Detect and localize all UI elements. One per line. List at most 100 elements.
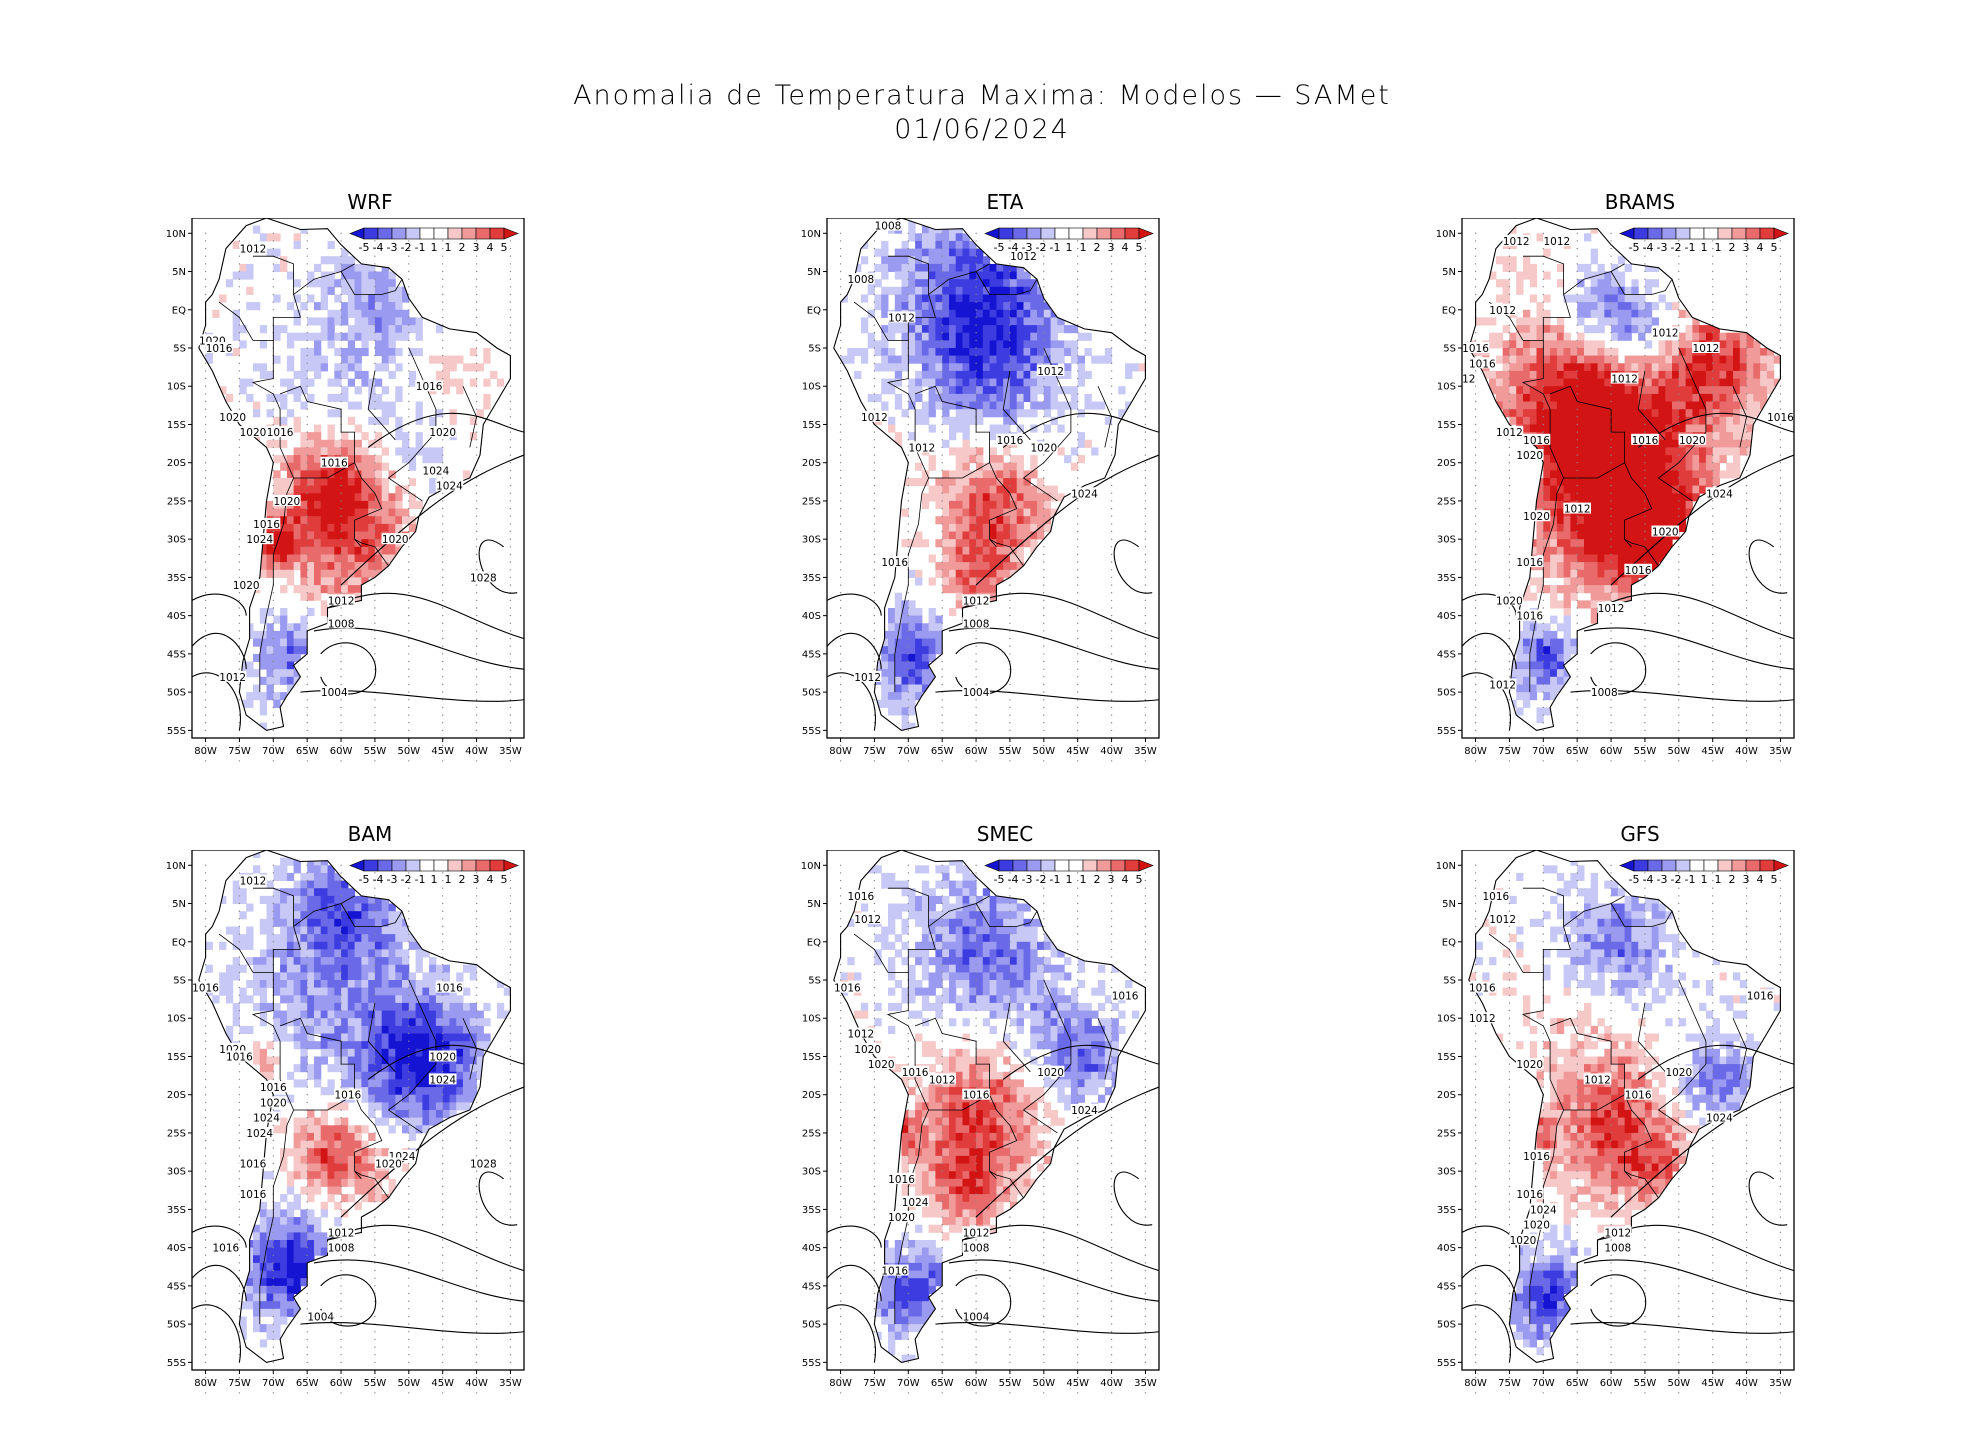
- colorbar-tick-label: 1: [431, 241, 438, 254]
- lon-tick-label: 75W: [1498, 746, 1521, 757]
- colorbar-tick-label: -4: [373, 873, 384, 886]
- isobar-label: 1008: [962, 617, 990, 630]
- lon-tick-label: 65W: [931, 746, 954, 757]
- svg-text:1020: 1020: [219, 412, 246, 424]
- svg-text:1012: 1012: [219, 672, 246, 684]
- isobar-label: 1012: [847, 1027, 875, 1041]
- isobar-label: 1020: [232, 579, 261, 592]
- isobar-label: 1024: [1705, 487, 1734, 500]
- isobar-label: 1012: [1468, 1012, 1497, 1025]
- lat-tick-label: 25S: [1437, 1128, 1456, 1139]
- colorbar-tick-label: -2: [1671, 241, 1682, 254]
- isobar-label: 1012: [1495, 426, 1524, 439]
- isobar-label: 12: [1461, 372, 1477, 386]
- isobar-label: 1012: [1651, 326, 1680, 340]
- lat-tick-label: 10N: [801, 229, 821, 240]
- svg-text:1012: 1012: [1037, 366, 1064, 378]
- lat-tick-label: 25S: [1437, 496, 1456, 507]
- svg-text:1020: 1020: [240, 427, 267, 439]
- isobar-label: 1008: [962, 1241, 990, 1255]
- lon-tick-label: 70W: [262, 746, 285, 757]
- lon-tick-label: 70W: [1532, 746, 1555, 757]
- colorbar-tick-label: 1: [1080, 241, 1087, 254]
- lon-tick-label: 45W: [1701, 746, 1724, 757]
- isobar-label: 1012: [1488, 912, 1517, 926]
- lon-tick-label: 50W: [398, 1378, 421, 1389]
- colorbar-tick-label: -3: [387, 241, 398, 254]
- lat-tick-label: 50S: [802, 688, 821, 699]
- isobar-label: 1016: [880, 1264, 909, 1278]
- map-frame: [1461, 218, 1795, 739]
- lon-tick-label: 75W: [863, 746, 886, 757]
- isobar-label: 1020: [273, 494, 301, 508]
- isobar-label: 1028: [469, 571, 498, 584]
- isobar-label: 1008: [1590, 686, 1619, 699]
- lon-tick-label: 75W: [228, 1378, 251, 1389]
- isobar-label: 1012: [860, 410, 889, 424]
- colorbar-tick-label: 1: [1701, 241, 1708, 254]
- panel-title: GFS: [1620, 822, 1660, 846]
- isobar-label: 1024: [245, 1126, 274, 1140]
- lat-tick-label: 30S: [1437, 535, 1456, 546]
- svg-text:1012: 1012: [1010, 251, 1037, 263]
- lat-tick-label: 10S: [167, 382, 186, 393]
- lat-tick-label: 15S: [1437, 420, 1456, 431]
- lon-tick-label: 45W: [431, 1378, 454, 1389]
- svg-text:1012: 1012: [328, 595, 355, 607]
- isobar-label: 1024: [1529, 1203, 1558, 1216]
- isobar-label: 1016: [1515, 1188, 1544, 1201]
- isobar-label: 1020: [1678, 433, 1707, 447]
- colorbar: -5 -4 -3 -2 -1 1 1 2 3 4 5: [1619, 859, 1789, 886]
- colorbar-tick-label: -2: [401, 873, 412, 886]
- lat-tick-label: 50S: [802, 1320, 821, 1331]
- lat-tick-label: 35S: [802, 1205, 821, 1216]
- svg-text:1024: 1024: [1071, 488, 1098, 500]
- lon-tick-label: 70W: [1532, 1378, 1555, 1389]
- lon-tick-label: 40W: [1735, 1378, 1758, 1389]
- isobar-label: 1012: [1488, 678, 1517, 691]
- lat-tick-label: 20S: [802, 458, 821, 469]
- isobar-label: 1024: [245, 533, 274, 546]
- colorbar-tick-label: -1: [1685, 873, 1696, 886]
- lon-tick-label: 35W: [499, 1378, 522, 1389]
- lat-tick-label: 50S: [1437, 688, 1456, 699]
- lat-tick-label: 40S: [167, 611, 186, 622]
- colorbar-tick-label: 3: [473, 241, 480, 254]
- isobar-label: 1012: [1583, 1073, 1612, 1086]
- colorbar-tick-label: 3: [1743, 873, 1750, 886]
- isobar-label: 1020: [887, 1211, 916, 1224]
- colorbar-tick-label: -4: [1643, 241, 1654, 254]
- lat-tick-label: 40S: [802, 1243, 821, 1254]
- lat-tick-label: 45S: [167, 1281, 186, 1292]
- isobar-label: 1016: [1522, 433, 1551, 447]
- lat-tick-label: 20S: [1437, 458, 1456, 469]
- colorbar-tick-label: -4: [1008, 241, 1019, 254]
- panel-title: BAM: [347, 822, 393, 846]
- colorbar-tick-label: 4: [1122, 241, 1129, 254]
- lat-tick-label: 25S: [802, 1128, 821, 1139]
- lat-tick-label: EQ: [1442, 937, 1456, 948]
- svg-text:1016: 1016: [206, 343, 233, 355]
- colorbar: -5 -4 -3 -2 -1 1 1 2 3 4 5: [984, 227, 1154, 254]
- lon-tick-label: 60W: [1600, 1378, 1623, 1389]
- country-borders: [218, 887, 478, 1325]
- lat-tick-label: 35S: [167, 1205, 186, 1216]
- colorbar-tick-label: 5: [1136, 873, 1143, 886]
- isobar-label: 1020: [374, 1157, 403, 1171]
- colorbar-tick-label: 5: [501, 241, 508, 254]
- isobar-label: 1016: [415, 380, 443, 393]
- isobar-label: 1024: [252, 1111, 281, 1125]
- isobar-label: 1008: [327, 617, 355, 630]
- lat-tick-label: 5N: [172, 267, 186, 278]
- isobar-label: 1016: [435, 981, 464, 995]
- lon-tick-label: 55W: [999, 1378, 1022, 1389]
- colorbar-tick-label: -3: [1022, 241, 1033, 254]
- isobar-label: 1016: [212, 1241, 240, 1255]
- lat-tick-label: 10S: [802, 382, 821, 393]
- isobar-label: 1012: [1610, 372, 1639, 386]
- isobar-label: 1016: [1468, 981, 1497, 995]
- lon-tick-label: 40W: [1100, 746, 1123, 757]
- colorbar-tick-label: -2: [1036, 873, 1047, 886]
- lon-tick-label: 35W: [1134, 746, 1157, 757]
- lat-tick-label: 15S: [802, 1052, 821, 1063]
